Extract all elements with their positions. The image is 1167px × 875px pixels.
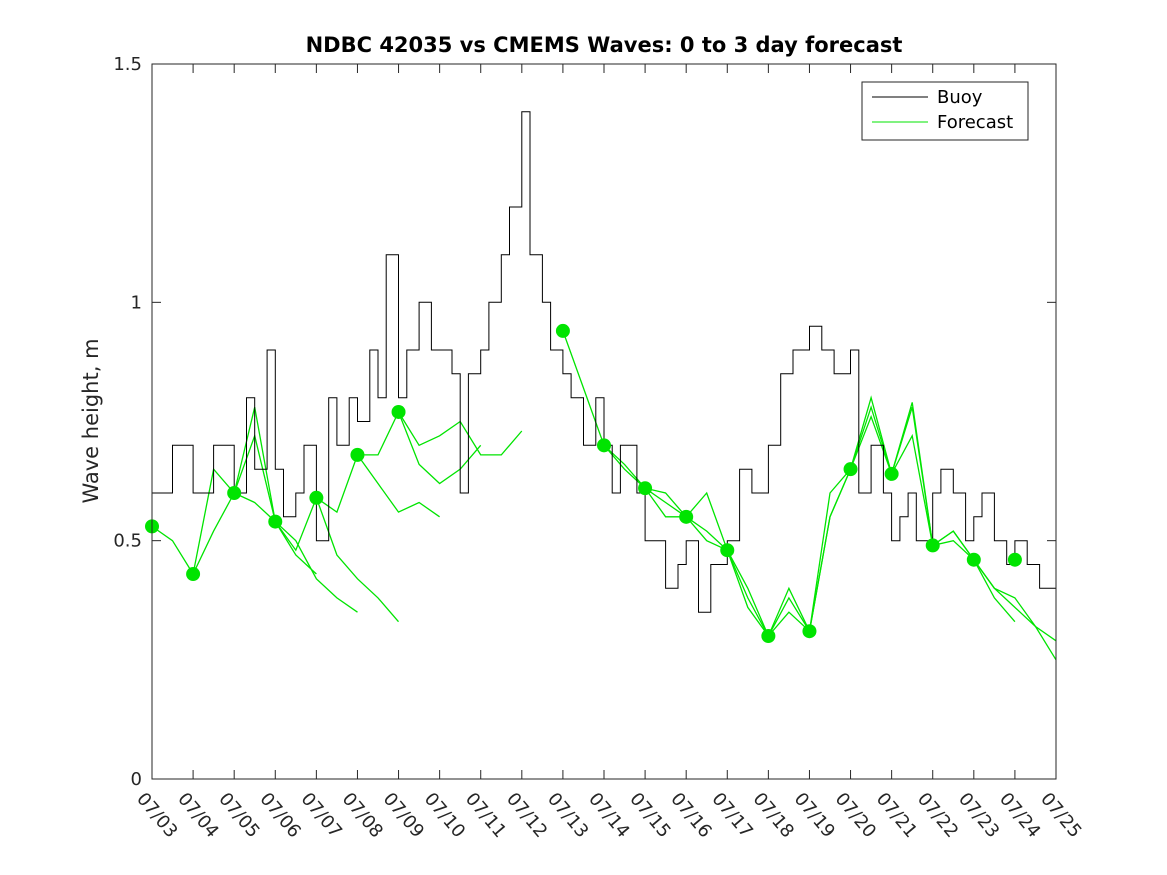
- x-tick-label: 07/19: [790, 789, 839, 842]
- y-tick-label: 1.5: [113, 54, 142, 75]
- plot-area: [145, 111, 1057, 661]
- y-tick-label: 0.5: [113, 531, 142, 552]
- forecast-marker-point: [720, 543, 735, 558]
- forecast-series-line: [726, 468, 852, 638]
- forecast-marker-point: [679, 509, 694, 524]
- forecast-series-line: [932, 530, 1057, 661]
- forecast-series-line: [644, 487, 769, 637]
- forecast-marker-point: [843, 462, 858, 477]
- x-tick-label: 07/05: [214, 789, 263, 842]
- x-tick-label: 07/18: [749, 789, 798, 842]
- x-tick-label: 07/06: [255, 789, 304, 842]
- x-tick-label: 07/14: [584, 789, 633, 842]
- x-tick-label: 07/03: [132, 789, 181, 842]
- x-tick-label: 07/24: [995, 789, 1044, 842]
- buoy-series-line: [152, 111, 1056, 613]
- forecast-marker-point: [638, 481, 653, 496]
- y-tick-label: 0: [131, 769, 142, 790]
- forecast-marker-point: [186, 567, 201, 582]
- x-tick-label: 07/12: [502, 789, 551, 842]
- x-tick-label: 07/11: [461, 789, 510, 842]
- x-tick-label: 07/21: [872, 789, 921, 842]
- forecast-series-line: [890, 407, 1016, 623]
- x-tick-label: 07/10: [420, 789, 469, 842]
- x-tick-label: 07/09: [379, 789, 428, 842]
- forecast-series-line: [767, 405, 893, 637]
- forecast-series-line: [151, 492, 276, 576]
- forecast-marker-point: [1007, 552, 1022, 567]
- forecast-marker-point: [597, 438, 611, 453]
- forecast-series-line: [685, 491, 811, 638]
- forecast-series-line: [808, 395, 934, 632]
- forecast-marker-point: [309, 490, 324, 505]
- forecast-series-line: [973, 559, 1057, 642]
- y-tick-label: 1: [131, 292, 142, 313]
- y-axis-label: Wave height, m: [79, 338, 103, 503]
- forecast-marker-point: [391, 404, 406, 419]
- forecast-marker-point: [555, 323, 570, 338]
- x-tick-label: 07/04: [173, 789, 222, 842]
- y-axis-ticks: 0 0.5 1 1.5: [113, 54, 1056, 790]
- legend-buoy-label: Buoy: [937, 87, 983, 108]
- x-tick-label: 07/17: [707, 789, 756, 842]
- forecast-series-line: [849, 402, 975, 561]
- forecast-series-line: [316, 453, 440, 518]
- chart-title: NDBC 42035 vs CMEMS Waves: 0 to 3 day fo…: [306, 33, 903, 57]
- forecast-marker-point: [761, 629, 776, 643]
- x-tick-label: 07/08: [338, 789, 387, 842]
- forecast-marker-point: [966, 552, 981, 567]
- x-tick-label: 07/22: [913, 789, 962, 842]
- x-tick-label: 07/25: [1036, 789, 1085, 842]
- forecast-marker-point: [884, 466, 899, 481]
- x-tick-label: 07/20: [831, 789, 880, 842]
- legend-box: [861, 81, 1029, 141]
- forecast-series-line: [562, 330, 687, 518]
- x-tick-label: 07/16: [666, 789, 715, 842]
- x-tick-label: 07/23: [954, 789, 1003, 842]
- forecast-series-line: [603, 444, 728, 551]
- forecast-series-line: [274, 495, 399, 623]
- forecast-marker-point: [268, 514, 283, 529]
- legend-forecast-label: Forecast: [937, 112, 1013, 133]
- forecast-marker-point: [350, 447, 365, 462]
- forecast-marker-point: [227, 486, 242, 500]
- forecast-series-line: [357, 410, 482, 485]
- forecast-marker-point: [925, 538, 940, 553]
- forecast-marker-point: [802, 624, 817, 639]
- x-tick-label: 07/13: [543, 789, 592, 842]
- x-tick-label: 07/15: [625, 789, 674, 842]
- x-tick-label: 07/07: [297, 789, 346, 842]
- legend: Buoy Forecast: [861, 81, 1029, 141]
